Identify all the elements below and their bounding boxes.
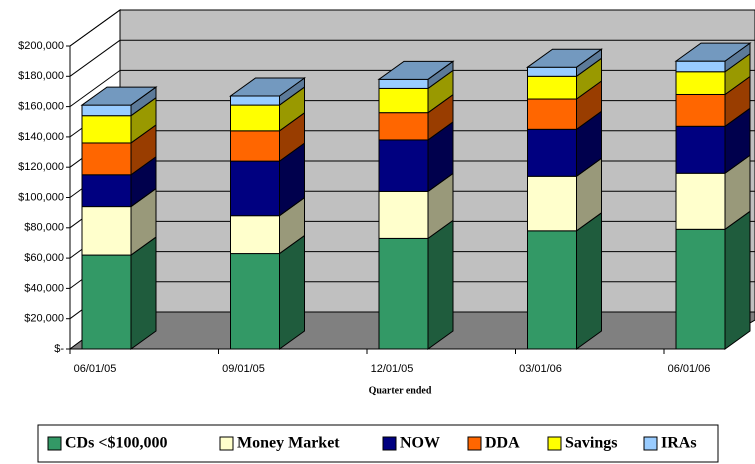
legend-swatch xyxy=(467,436,482,451)
y-tick-label: $- xyxy=(54,343,64,355)
x-axis-title: Quarter ended xyxy=(369,385,432,396)
grid-line xyxy=(69,39,121,77)
bar-segment xyxy=(675,172,726,230)
bar-segment xyxy=(675,71,726,95)
bar-segment xyxy=(378,190,429,239)
bar-segment xyxy=(675,228,726,350)
legend-swatch xyxy=(547,436,562,451)
bar-segment xyxy=(81,115,132,144)
bar-segment xyxy=(527,128,577,177)
bar-segment xyxy=(81,142,132,176)
legend-label: Savings xyxy=(565,435,617,452)
bar-segment xyxy=(378,87,429,114)
legend-swatch xyxy=(219,436,234,451)
bar-segment xyxy=(230,95,280,106)
y-tick-label: $20,000 xyxy=(24,313,64,325)
bar-top xyxy=(525,48,604,68)
bar-segment xyxy=(527,66,577,77)
bar-segment xyxy=(230,160,280,217)
y-tick-label: $160,000 xyxy=(18,101,64,113)
y-tick-label: $40,000 xyxy=(24,282,64,294)
bar-segment xyxy=(230,104,280,132)
bar-side xyxy=(279,234,305,350)
bar-segment xyxy=(378,237,429,350)
legend-swatch xyxy=(47,436,62,451)
x-tick-label: 06/01/06 xyxy=(668,363,711,375)
y-tick-label: $120,000 xyxy=(18,161,64,173)
bar-segment xyxy=(81,206,132,256)
legend-items: CDs <$100,000 Money Market NOW DDA Savings IR… xyxy=(47,435,697,452)
bar-segment xyxy=(81,174,132,208)
y-tick-label: $60,000 xyxy=(24,252,64,264)
bar-top xyxy=(377,60,455,80)
legend-swatch xyxy=(382,436,397,451)
bar-segment xyxy=(81,254,132,350)
legend-label: CDs <$100,000 xyxy=(65,435,167,452)
bar-segment xyxy=(527,230,577,350)
grid-line xyxy=(69,9,121,47)
legend-label: DDA xyxy=(485,435,520,452)
legend-swatch xyxy=(643,436,658,451)
x-tick-label: 06/01/05 xyxy=(74,363,117,375)
bar-side xyxy=(427,219,454,350)
legend-label: Money Market xyxy=(237,435,340,452)
bar-segment xyxy=(230,253,280,350)
x-tick-label: 09/01/05 xyxy=(222,363,265,375)
x-tick-label: 12/01/05 xyxy=(371,363,414,375)
bar-segment xyxy=(527,75,577,100)
bar-segment xyxy=(675,60,726,73)
bar-segment xyxy=(527,175,577,232)
bar-segment xyxy=(230,130,280,162)
legend-label: IRAs xyxy=(661,435,697,452)
bar-segment xyxy=(81,104,132,117)
bars xyxy=(80,42,752,350)
bar-segment xyxy=(675,93,726,127)
y-tick-label: $180,000 xyxy=(18,70,64,82)
bar-top xyxy=(80,86,158,106)
legend xyxy=(37,424,719,463)
x-tick-label: 03/01/06 xyxy=(519,363,562,375)
bar-side xyxy=(724,210,751,350)
bar-segment xyxy=(378,139,429,192)
legend-label: NOW xyxy=(400,435,440,452)
bar-segment xyxy=(527,98,577,130)
bar-segment xyxy=(675,125,726,174)
y-tick-label: $80,000 xyxy=(24,222,64,234)
y-tick-label: $140,000 xyxy=(18,131,64,143)
y-tick-label: $100,000 xyxy=(18,191,64,203)
grid-line xyxy=(69,69,121,108)
bar-side xyxy=(576,211,602,350)
labels: $- $20,000 $40,000 $60,000 $80,000 $100,000 $1… xyxy=(18,40,710,375)
y-tick-label: $200,000 xyxy=(18,40,64,52)
bar-segment xyxy=(378,78,429,89)
bar-top xyxy=(228,77,307,97)
bar-segment xyxy=(230,215,280,255)
bar-segment xyxy=(378,112,429,141)
bar-top xyxy=(674,42,752,62)
bar-side xyxy=(130,236,157,350)
